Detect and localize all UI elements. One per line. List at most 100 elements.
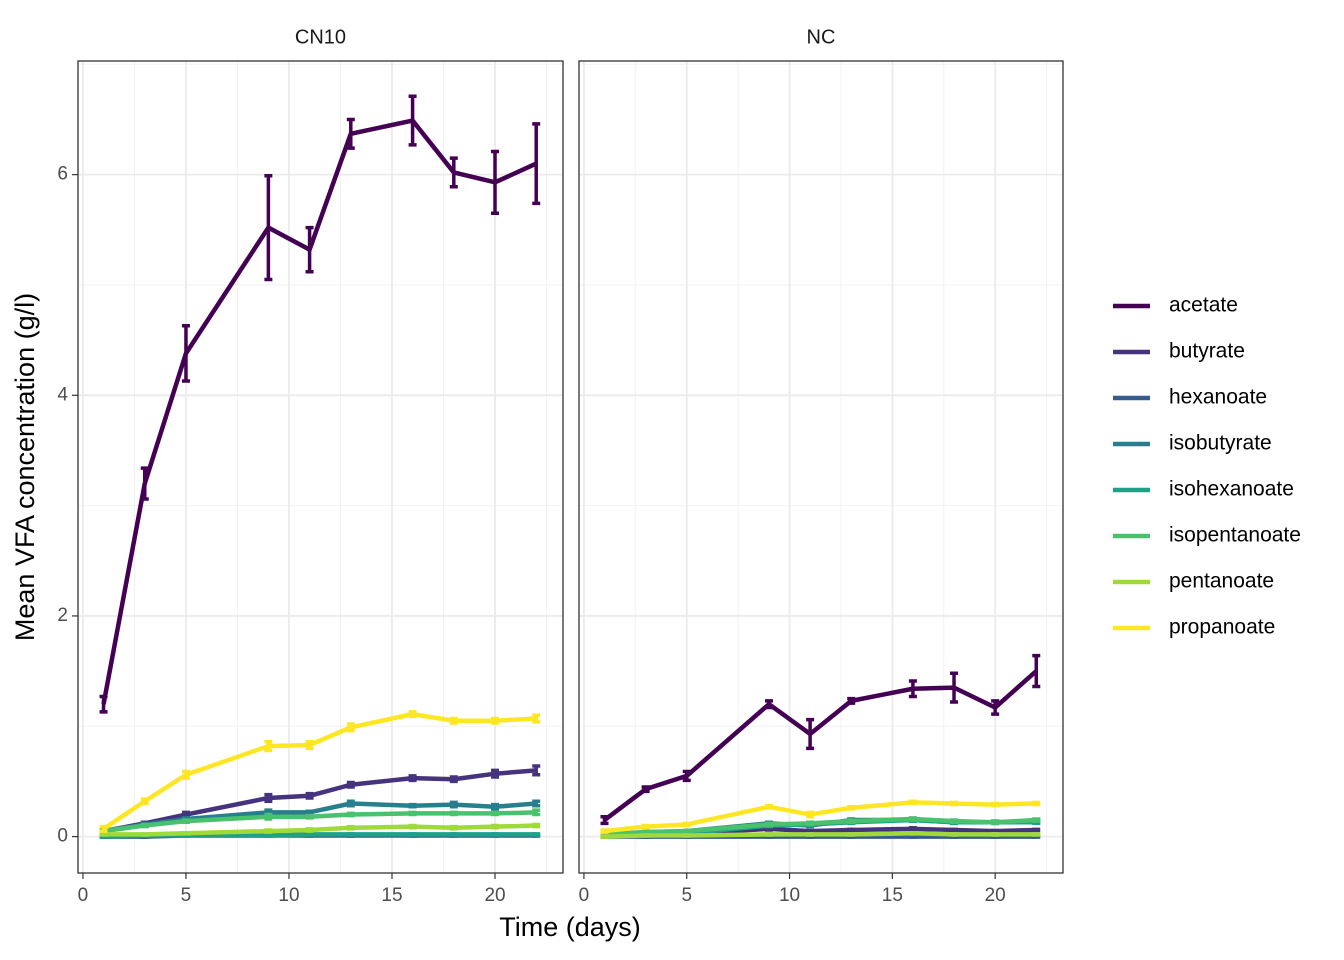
- legend-label: isobutyrate: [1169, 432, 1272, 455]
- error-bar: [99, 694, 108, 714]
- error-bar-part: [408, 823, 417, 830]
- y-axis-title: Mean VFA concentration (g/l): [10, 293, 40, 641]
- error-bar: [764, 699, 773, 710]
- error-bar-part: [806, 828, 815, 834]
- error-bar-part: [140, 797, 149, 806]
- error-bar: [99, 824, 108, 833]
- error-bar: [991, 828, 1000, 834]
- error-bar-part: [305, 791, 314, 800]
- error-bar: [847, 696, 856, 705]
- y-tick-label: 4: [57, 384, 68, 405]
- error-bar-part: [682, 821, 691, 828]
- error-bar: [408, 802, 417, 809]
- error-bar: [806, 820, 815, 827]
- error-bar: [764, 803, 773, 810]
- error-bar-part: [1032, 653, 1041, 689]
- error-bar-part: [532, 713, 541, 724]
- error-bar-part: [532, 822, 541, 829]
- error-bar-part: [600, 834, 609, 839]
- legend-label: isopentanoate: [1169, 524, 1301, 547]
- error-bar: [140, 466, 149, 501]
- error-bar: [1032, 800, 1041, 807]
- error-bar: [950, 671, 959, 704]
- error-bar: [908, 834, 917, 839]
- error-bar-part: [305, 809, 314, 816]
- error-bar-part: [682, 769, 691, 783]
- error-bar-part: [264, 792, 273, 804]
- error-bar-part: [346, 811, 355, 818]
- x-tick-label: 0: [579, 885, 590, 906]
- y-tick-label: 0: [57, 826, 68, 847]
- error-bar: [806, 832, 815, 837]
- error-bar: [449, 775, 458, 784]
- error-bar: [264, 173, 273, 282]
- error-bar: [264, 812, 273, 821]
- panel-background: [78, 61, 563, 873]
- error-bar-part: [641, 829, 650, 835]
- error-bar-part: [491, 716, 500, 725]
- error-bar: [682, 833, 691, 838]
- error-bar: [532, 808, 541, 817]
- error-bar: [847, 805, 856, 811]
- error-bar-part: [264, 173, 273, 282]
- error-bar: [950, 800, 959, 807]
- error-bar-part: [181, 324, 190, 383]
- error-bar-part: [1032, 800, 1041, 807]
- error-bar-part: [806, 820, 815, 827]
- error-bar-part: [491, 832, 500, 837]
- error-bar-part: [991, 832, 1000, 837]
- error-bar: [806, 828, 815, 834]
- error-bar: [491, 716, 500, 725]
- error-bar-part: [991, 828, 1000, 834]
- panel-border: [578, 60, 1064, 874]
- error-bar-part: [305, 739, 314, 751]
- error-bar: [532, 799, 541, 808]
- error-bar: [449, 156, 458, 189]
- error-bar: [449, 832, 458, 837]
- error-bar-part: [408, 802, 417, 809]
- x-tick-label: 10: [779, 885, 800, 906]
- error-bar-part: [449, 716, 458, 725]
- legend-label: propanoate: [1169, 616, 1275, 639]
- error-bar-part: [991, 819, 1000, 826]
- legend-label: hexanoate: [1169, 386, 1267, 409]
- error-bar: [1032, 832, 1041, 837]
- error-bar-part: [991, 801, 1000, 808]
- error-bar-part: [264, 828, 273, 834]
- series-line: [603, 669, 1038, 822]
- error-bar-part: [99, 694, 108, 714]
- series-line: [102, 711, 537, 831]
- error-bar-part: [449, 810, 458, 817]
- error-bar-part: [950, 832, 959, 837]
- error-bar: [305, 827, 314, 833]
- error-bar-part: [181, 830, 190, 836]
- error-bar: [1032, 827, 1041, 833]
- error-bar: [140, 797, 149, 806]
- error-bar: [600, 828, 609, 834]
- error-bar-part: [847, 696, 856, 705]
- error-bar-part: [950, 800, 959, 807]
- error-bar-part: [806, 717, 815, 751]
- error-bar: [991, 819, 1000, 826]
- error-bar: [346, 780, 355, 789]
- error-bar: [408, 774, 417, 783]
- error-bar-part: [847, 832, 856, 837]
- y-tick-label: 2: [57, 605, 68, 626]
- error-bar: [908, 830, 917, 836]
- error-bar-part: [99, 824, 108, 833]
- error-bar: [682, 828, 691, 834]
- legend-label: acetate: [1169, 294, 1238, 317]
- error-bar-part: [950, 671, 959, 704]
- error-bar-part: [532, 799, 541, 808]
- error-bar: [140, 832, 149, 837]
- error-bar: [181, 830, 190, 836]
- error-bar: [532, 764, 541, 777]
- error-bar: [305, 791, 314, 800]
- legend-label: isohexanoate: [1169, 478, 1294, 501]
- error-bar: [532, 122, 541, 206]
- error-bar: [305, 809, 314, 816]
- error-bar: [532, 713, 541, 724]
- error-bar-part: [764, 832, 773, 837]
- error-bar-part: [264, 812, 273, 821]
